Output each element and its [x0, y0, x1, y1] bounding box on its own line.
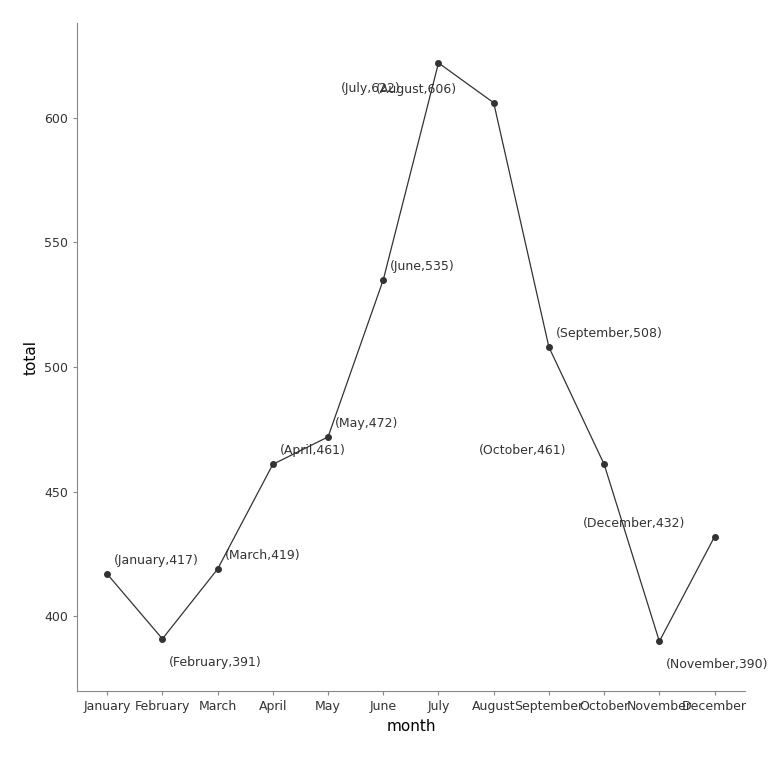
Text: (December,432): (December,432)	[583, 517, 685, 530]
Y-axis label: total: total	[23, 339, 38, 375]
Text: (July,622): (July,622)	[341, 82, 401, 95]
X-axis label: month: month	[386, 719, 435, 733]
Text: (April,461): (April,461)	[280, 445, 346, 458]
Text: (March,419): (March,419)	[224, 549, 300, 562]
Text: (October,461): (October,461)	[479, 445, 567, 458]
Text: (January,417): (January,417)	[114, 554, 199, 567]
Text: (November,390): (November,390)	[667, 658, 768, 671]
Text: (February,391): (February,391)	[169, 656, 262, 668]
Text: (August,606): (August,606)	[376, 83, 457, 96]
Text: (May,472): (May,472)	[335, 417, 399, 430]
Text: (June,535): (June,535)	[390, 260, 455, 273]
Text: (September,508): (September,508)	[556, 327, 663, 340]
